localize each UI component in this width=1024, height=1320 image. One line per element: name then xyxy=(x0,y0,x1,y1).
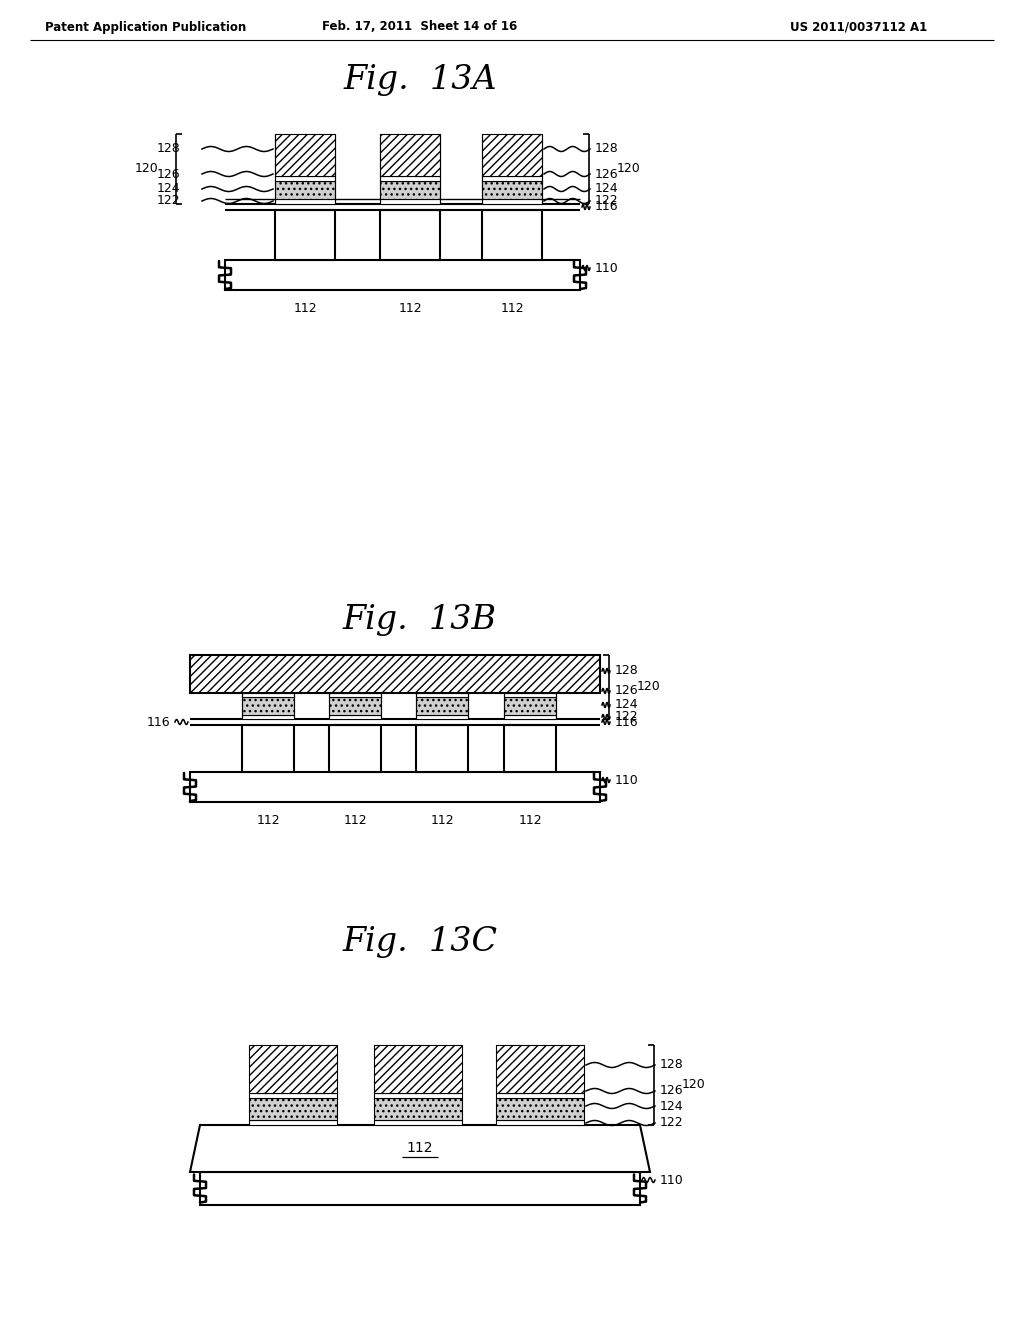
Text: 122: 122 xyxy=(595,194,618,207)
Text: 112: 112 xyxy=(407,1142,433,1155)
Text: US 2011/0037112 A1: US 2011/0037112 A1 xyxy=(790,21,928,33)
Bar xyxy=(225,260,580,290)
Bar xyxy=(200,1172,640,1205)
Bar xyxy=(482,210,542,260)
Bar xyxy=(496,1119,584,1125)
Bar xyxy=(496,1045,584,1093)
Bar xyxy=(242,725,294,772)
Text: 124: 124 xyxy=(595,182,618,195)
Text: 112: 112 xyxy=(343,813,367,826)
Bar xyxy=(416,697,468,715)
Bar xyxy=(504,697,556,715)
Bar xyxy=(504,693,556,697)
Text: 122: 122 xyxy=(615,710,639,723)
Bar xyxy=(416,715,468,719)
Text: 116: 116 xyxy=(595,201,618,214)
Bar xyxy=(275,210,335,260)
Text: 112: 112 xyxy=(398,301,422,314)
Bar xyxy=(374,1093,462,1098)
Bar xyxy=(496,1098,584,1119)
Bar xyxy=(275,181,335,199)
Bar xyxy=(504,715,556,719)
Bar xyxy=(249,1119,337,1125)
Bar xyxy=(380,176,440,181)
Text: 126: 126 xyxy=(615,685,639,697)
Text: 128: 128 xyxy=(615,664,639,677)
Bar xyxy=(380,181,440,199)
Text: 128: 128 xyxy=(157,143,180,156)
Text: 126: 126 xyxy=(595,168,618,181)
Text: Fig.  13C: Fig. 13C xyxy=(342,927,498,958)
Text: 120: 120 xyxy=(617,162,641,176)
Bar xyxy=(329,693,381,697)
Bar xyxy=(242,715,294,719)
Bar xyxy=(329,725,381,772)
Bar xyxy=(249,1093,337,1098)
Text: 122: 122 xyxy=(157,194,180,207)
Text: 116: 116 xyxy=(146,715,170,729)
Bar xyxy=(275,135,335,176)
Text: 112: 112 xyxy=(500,301,524,314)
Text: 112: 112 xyxy=(293,301,316,314)
Text: Fig.  13B: Fig. 13B xyxy=(343,605,497,636)
Text: 120: 120 xyxy=(682,1078,706,1092)
Bar xyxy=(275,199,335,205)
Bar xyxy=(482,181,542,199)
Bar xyxy=(496,1093,584,1098)
Bar xyxy=(374,1119,462,1125)
Text: 110: 110 xyxy=(595,261,618,275)
Text: Patent Application Publication: Patent Application Publication xyxy=(45,21,246,33)
Bar xyxy=(482,176,542,181)
Bar xyxy=(416,725,468,772)
Text: 112: 112 xyxy=(430,813,454,826)
Bar xyxy=(249,1098,337,1119)
Text: 112: 112 xyxy=(518,813,542,826)
Bar xyxy=(380,199,440,205)
Text: 126: 126 xyxy=(157,168,180,181)
Bar xyxy=(374,1045,462,1093)
Text: 126: 126 xyxy=(660,1085,684,1097)
Bar xyxy=(380,210,440,260)
Text: 128: 128 xyxy=(595,143,618,156)
Polygon shape xyxy=(190,1125,650,1172)
Bar xyxy=(242,693,294,697)
Text: 128: 128 xyxy=(660,1059,684,1072)
Bar xyxy=(275,176,335,181)
Text: 120: 120 xyxy=(637,681,660,693)
Bar xyxy=(249,1045,337,1093)
Text: 124: 124 xyxy=(157,182,180,195)
Bar xyxy=(190,655,600,693)
Text: 124: 124 xyxy=(615,698,639,711)
Text: 120: 120 xyxy=(134,162,158,176)
Bar xyxy=(504,725,556,772)
Bar xyxy=(242,697,294,715)
Bar xyxy=(482,199,542,205)
Text: 124: 124 xyxy=(660,1100,684,1113)
Text: 112: 112 xyxy=(256,813,280,826)
Bar xyxy=(482,135,542,176)
Bar xyxy=(190,772,600,803)
Text: 110: 110 xyxy=(615,774,639,787)
Bar xyxy=(374,1098,462,1119)
Text: 122: 122 xyxy=(660,1117,684,1130)
Text: Feb. 17, 2011  Sheet 14 of 16: Feb. 17, 2011 Sheet 14 of 16 xyxy=(323,21,517,33)
Bar xyxy=(380,135,440,176)
Text: 110: 110 xyxy=(660,1173,684,1187)
Text: Fig.  13A: Fig. 13A xyxy=(343,63,497,96)
Text: 116: 116 xyxy=(615,715,639,729)
Bar xyxy=(416,693,468,697)
Bar xyxy=(329,715,381,719)
Bar xyxy=(329,697,381,715)
